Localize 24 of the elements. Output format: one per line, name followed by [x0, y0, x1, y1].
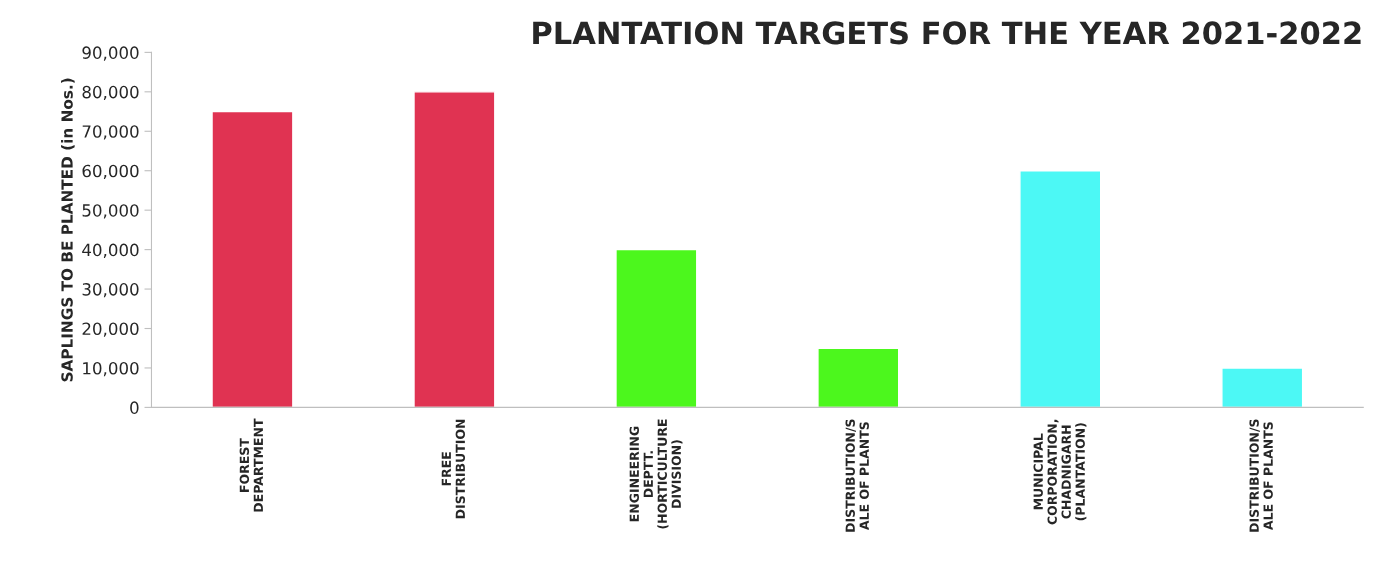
y-tick-label: 60,000	[82, 164, 139, 179]
x-tick-label: FREE DISTRIBUTION	[441, 419, 466, 519]
y-tick-label: 40,000	[82, 243, 139, 258]
x-tick-label: DISTRIBUTION/S ALE OF PLANTS	[1249, 419, 1273, 532]
y-tick-label: 30,000	[82, 283, 139, 298]
bar	[1019, 170, 1102, 408]
y-tick-label: 80,000	[82, 85, 139, 101]
bar	[817, 347, 900, 408]
y-tick-label: 70,000	[82, 125, 139, 140]
y-axis-title: SAPLINGS TO BE PLANTED (in Nos.)	[61, 78, 75, 382]
y-tick-label: 10,000	[83, 361, 139, 377]
bar	[615, 248, 698, 408]
x-tick-label: MUNICIPAL CORPORATION, CHADNIGARH (PLANTATION)	[1033, 419, 1087, 525]
bar	[413, 91, 496, 408]
bar	[1221, 367, 1304, 408]
y-tick-label: 0	[130, 401, 139, 414]
bar	[211, 110, 294, 408]
x-tick-label: FOREST DEPARTMENT	[239, 418, 263, 512]
x-tick-label: DISTRIBUTION/S ALE OF PLANTS	[845, 419, 869, 532]
y-tick-label: 20,000	[82, 322, 139, 337]
chart-title: PLANTATION TARGETS FOR THE YEAR 2021-2022	[533, 21, 1361, 45]
y-tick-label: 90,000	[82, 46, 139, 61]
y-tick-label: 50,000	[82, 204, 139, 219]
x-tick-label: ENGINEERING DEPTT. (HORTICULTURE DIVISION)	[629, 419, 683, 529]
